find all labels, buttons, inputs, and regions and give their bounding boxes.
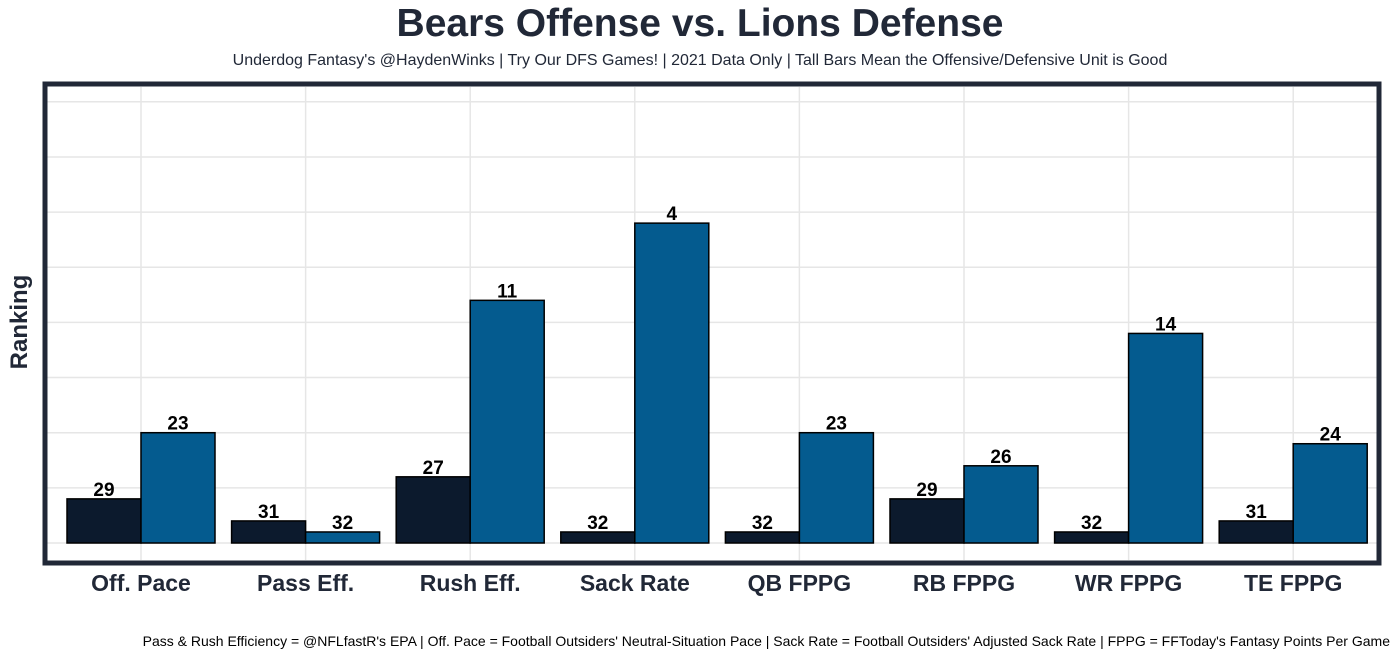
data-label: 32	[332, 513, 353, 534]
x-tick-label: Pass Eff.	[257, 570, 354, 596]
data-label: 27	[423, 458, 444, 479]
data-label: 32	[1081, 513, 1102, 534]
x-tick-label: Rush Eff.	[420, 570, 521, 596]
bar-defense	[1292, 442, 1368, 544]
data-label: 32	[587, 513, 608, 534]
chart-subtitle: Underdog Fantasy's @HaydenWinks | Try Ou…	[232, 52, 1168, 69]
data-label: 26	[990, 447, 1011, 468]
chart-title: Bears Offense vs. Lions Defense	[396, 2, 1004, 45]
data-label: 24	[1320, 425, 1342, 446]
bar-defense	[304, 531, 381, 544]
caption: Pass & Rush Efficiency = @NFLfastR's EPA…	[142, 633, 1390, 649]
x-tick-label: RB FPPG	[913, 570, 1015, 596]
bar-defense	[469, 299, 545, 544]
plot-frame	[42, 81, 1382, 566]
data-label: 4	[667, 204, 678, 225]
x-tick-label: Off. Pace	[91, 570, 191, 596]
x-tick-label: TE FPPG	[1244, 570, 1342, 596]
bars	[66, 222, 1368, 544]
data-label: 31	[1246, 502, 1268, 523]
bar-offense	[1218, 520, 1294, 544]
bar-offense	[395, 476, 471, 544]
x-tick-label: QB FPPG	[748, 570, 852, 596]
bar-offense	[66, 498, 142, 544]
x-tick-label: WR FPPG	[1075, 570, 1182, 596]
x-tick-label: Sack Rate	[580, 570, 690, 596]
data-label: 29	[916, 480, 937, 501]
data-label: 23	[167, 414, 188, 435]
data-label: 14	[1155, 314, 1177, 335]
bar-offense	[230, 520, 307, 544]
bar-defense	[1127, 332, 1204, 544]
bar-defense	[140, 431, 216, 544]
data-label: 23	[826, 414, 847, 435]
data-label: 29	[93, 480, 114, 501]
x-axis-ticks: Off. Pace Pass Eff. Rush Eff. Sack Rate QB F…	[91, 570, 1342, 596]
bar-defense	[634, 222, 710, 544]
data-label: 32	[752, 513, 773, 534]
bar-defense	[798, 431, 875, 544]
data-labels: 29 23 31 32 27 11 32 4 32 23 29 26 32 14 31 24	[93, 204, 1341, 534]
data-label: 11	[497, 281, 518, 302]
data-label: 31	[258, 502, 280, 523]
bar-defense	[963, 465, 1039, 544]
bar-offense	[889, 498, 965, 544]
